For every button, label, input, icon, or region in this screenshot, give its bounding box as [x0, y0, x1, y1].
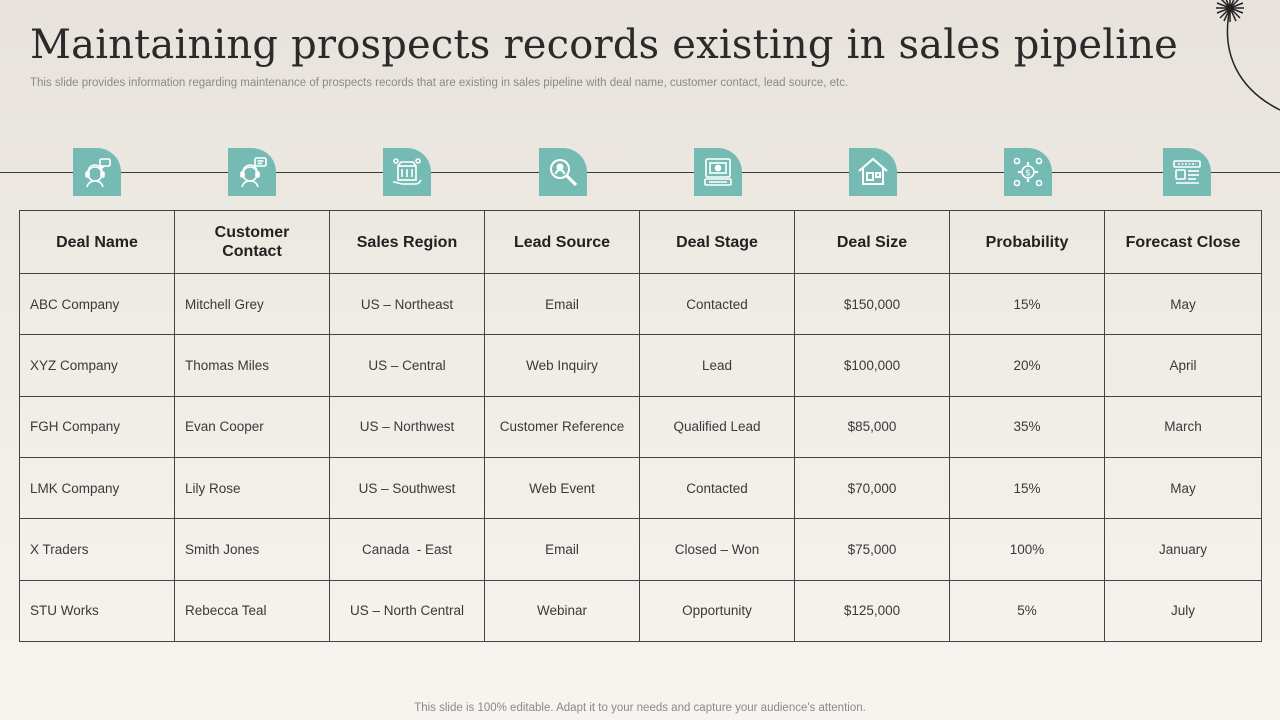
cell-customer-contact: Smith Jones [174, 518, 330, 581]
decorative-sparkle-arc [1216, 0, 1280, 111]
cell-probability: 15% [949, 272, 1105, 336]
header-customer-contact: Customer Contact [174, 210, 330, 274]
cell-forecast-close: April [1104, 334, 1262, 397]
cell-deal-size: $75,000 [794, 518, 950, 581]
cell-sales-region: US – North Central [329, 579, 485, 643]
cell-sales-region: US – Central [329, 334, 485, 397]
page-title: Maintaining prospects records existing i… [30, 22, 1179, 68]
header-probability: Probability [949, 210, 1105, 274]
cell-sales-region: US – Northwest [329, 395, 485, 458]
probability-gear-icon: $ [1004, 148, 1052, 196]
cell-customer-contact: Evan Cooper [174, 395, 330, 458]
cell-probability: 20% [949, 334, 1105, 397]
table-row: X Traders Smith Jones Canada - East Emai… [19, 518, 1262, 581]
cell-forecast-close: March [1104, 395, 1262, 458]
table-row: ABC Company Mitchell Grey US – Northeast… [19, 272, 1262, 336]
table-header-row: Deal Name Customer Contact Sales Region … [19, 210, 1262, 274]
cell-deal-size: $125,000 [794, 579, 950, 643]
forecast-calendar-icon [1163, 148, 1211, 196]
deal-agent-icon [73, 148, 121, 196]
cell-lead-source: Email [484, 518, 640, 581]
cell-deal-name: LMK Company [19, 456, 175, 520]
header-deal-size: Deal Size [794, 210, 950, 274]
cell-deal-size: $70,000 [794, 456, 950, 520]
cell-customer-contact: Lily Rose [174, 456, 330, 520]
deal-size-house-icon [849, 148, 897, 196]
cell-lead-source: Web Event [484, 456, 640, 520]
footer-note: This slide is 100% editable. Adapt it to… [414, 702, 866, 714]
cell-probability: 5% [949, 579, 1105, 643]
cell-forecast-close: January [1104, 518, 1262, 581]
cell-sales-region: US – Southwest [329, 456, 485, 520]
timeline-line [0, 172, 1280, 173]
cell-deal-name: ABC Company [19, 272, 175, 336]
header-sales-region: Sales Region [329, 210, 485, 274]
cell-lead-source: Customer Reference [484, 395, 640, 458]
cell-lead-source: Email [484, 272, 640, 336]
cell-deal-name: X Traders [19, 518, 175, 581]
table-row: STU Works Rebecca Teal US – North Centra… [19, 579, 1262, 643]
cell-deal-stage: Contacted [639, 456, 795, 520]
cell-probability: 100% [949, 518, 1105, 581]
header-deal-name: Deal Name [19, 210, 175, 274]
header-deal-stage: Deal Stage [639, 210, 795, 274]
cell-deal-stage: Lead [639, 334, 795, 397]
svg-text:$: $ [1025, 169, 1031, 179]
page-subtitle: This slide provides information regardin… [30, 77, 849, 89]
cell-probability: 35% [949, 395, 1105, 458]
contact-agent-icon [228, 148, 276, 196]
cell-forecast-close: July [1104, 579, 1262, 643]
deal-stage-board-icon [694, 148, 742, 196]
cell-deal-stage: Closed – Won [639, 518, 795, 581]
table-row: LMK Company Lily Rose US – Southwest Web… [19, 456, 1262, 520]
cell-lead-source: Webinar [484, 579, 640, 643]
cell-customer-contact: Thomas Miles [174, 334, 330, 397]
cell-deal-name: XYZ Company [19, 334, 175, 397]
cell-deal-size: $85,000 [794, 395, 950, 458]
cell-deal-stage: Qualified Lead [639, 395, 795, 458]
cell-forecast-close: May [1104, 456, 1262, 520]
cell-sales-region: Canada - East [329, 518, 485, 581]
cell-deal-size: $100,000 [794, 334, 950, 397]
region-shop-icon [383, 148, 431, 196]
cell-forecast-close: May [1104, 272, 1262, 336]
cell-lead-source: Web Inquiry [484, 334, 640, 397]
lead-search-icon [539, 148, 587, 196]
cell-customer-contact: Mitchell Grey [174, 272, 330, 336]
cell-deal-name: STU Works [19, 579, 175, 643]
cell-deal-stage: Contacted [639, 272, 795, 336]
header-forecast-close: Forecast Close [1104, 210, 1262, 274]
prospects-table: Deal Name Customer Contact Sales Region … [19, 210, 1262, 643]
cell-probability: 15% [949, 456, 1105, 520]
table-row: XYZ Company Thomas Miles US – Central We… [19, 334, 1262, 397]
cell-customer-contact: Rebecca Teal [174, 579, 330, 643]
cell-sales-region: US – Northeast [329, 272, 485, 336]
table-row: FGH Company Evan Cooper US – Northwest C… [19, 395, 1262, 458]
cell-deal-size: $150,000 [794, 272, 950, 336]
header-lead-source: Lead Source [484, 210, 640, 274]
cell-deal-name: FGH Company [19, 395, 175, 458]
cell-deal-stage: Opportunity [639, 579, 795, 643]
